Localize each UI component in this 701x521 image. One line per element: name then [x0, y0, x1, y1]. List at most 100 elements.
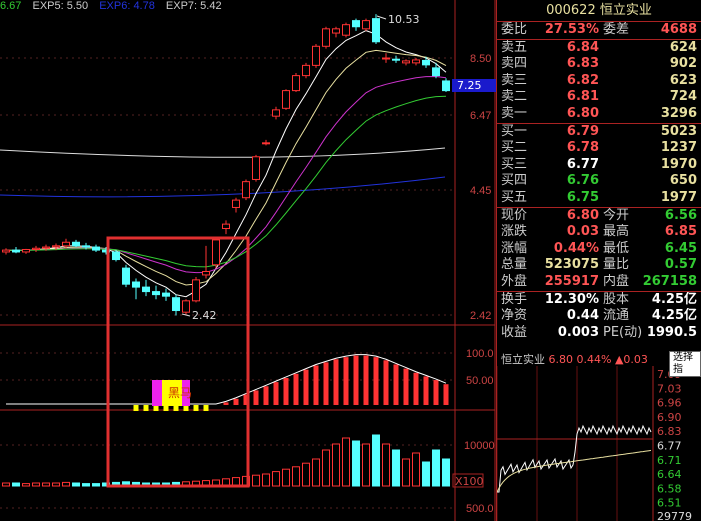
intraday-chart[interactable]: 7.097.036.966.906.836.776.716.646.586.51…	[497, 352, 701, 521]
candle	[422, 56, 430, 68]
indicator-bar	[173, 405, 179, 411]
candle	[162, 288, 170, 301]
quote-cell	[599, 89, 641, 106]
quote-cell: 1990.5	[646, 324, 697, 340]
quote-cell: 外盘	[501, 273, 528, 289]
quote-cell: 买四	[501, 173, 528, 189]
candle	[62, 238, 70, 249]
volume-bar	[42, 482, 50, 487]
candle-body	[302, 64, 310, 77]
quote-cell	[599, 140, 641, 157]
quote-cell: 1237	[660, 140, 697, 156]
indicator-line	[6, 354, 447, 405]
candle	[302, 62, 310, 79]
candle	[272, 106, 280, 120]
volume-bar	[422, 461, 430, 487]
volume-bar	[62, 481, 70, 487]
indicator-bar	[413, 372, 419, 405]
candle	[52, 243, 60, 251]
quote-cell: 6.80	[566, 105, 599, 121]
candle	[242, 179, 250, 201]
candle	[72, 239, 80, 248]
intraday-volume: 29779	[657, 510, 692, 521]
candle-body	[442, 80, 450, 92]
quote-cell: 255917	[544, 273, 599, 289]
candle-body	[422, 59, 430, 66]
signal-marker: 黑马	[152, 380, 192, 406]
volume-bar	[272, 471, 280, 487]
candle-body	[262, 142, 270, 145]
candle	[292, 73, 300, 93]
candle	[222, 220, 230, 235]
quote-cell: 最低	[603, 240, 630, 256]
quote-cell: 5023	[660, 123, 697, 139]
volume-unit-box	[452, 473, 484, 488]
quote-cell: 换手	[501, 291, 528, 307]
candle-body	[62, 241, 70, 247]
quote-cell: 12.30%	[544, 291, 599, 307]
quote-cell	[599, 173, 641, 190]
candle-body	[382, 57, 390, 60]
candle	[322, 26, 330, 49]
quote-cell: 267158	[642, 273, 697, 289]
volume-bar	[312, 458, 320, 487]
volume-bar	[362, 443, 370, 487]
volume-bar	[92, 483, 100, 487]
quote-row: 卖三 6.82 623	[497, 73, 701, 90]
quote-row: 外盘 255917 内盘 267158	[497, 274, 701, 291]
volume-bar	[262, 473, 270, 487]
candle-body	[392, 58, 400, 61]
quote-cell: 收益(三)	[501, 324, 528, 340]
volume-bar	[382, 443, 390, 487]
indicator-header: 6.67 EXP5: 5.50 EXP6: 4.78 EXP7: 5.42	[0, 0, 230, 12]
quote-cell	[599, 190, 641, 207]
weicha-value: 4688	[660, 22, 697, 37]
candle-body	[82, 245, 90, 248]
quote-cell: 6.78	[566, 140, 599, 156]
weibi-row: 委比 27.53% 委差 4688	[497, 22, 701, 39]
volume-tick: 10000	[464, 440, 495, 452]
quote-row: 买二 6.78 1237	[497, 140, 701, 157]
kline-chart[interactable]: 黑马 8.50 6.47 4.45 2.42 100.0 50.00 10000…	[0, 0, 496, 521]
quote-row: 卖四 6.83 902	[497, 56, 701, 73]
quote-cell: 现价	[501, 207, 528, 223]
ema-line-10	[5, 49, 447, 286]
intraday-tick: 6.71	[657, 454, 682, 467]
candle-body	[322, 28, 330, 47]
quote-cell: 1977	[660, 189, 697, 205]
indicator-bar	[303, 369, 309, 405]
candle-body	[232, 199, 240, 208]
candle-body	[32, 247, 40, 250]
quote-cell	[599, 56, 641, 73]
exp5-value: EXP5: 5.50	[32, 0, 89, 12]
quote-row: 买五 6.75 1977	[497, 190, 701, 207]
intraday-tick: 6.58	[657, 482, 682, 495]
quote-cell: 6.80	[566, 207, 599, 223]
candle-body	[272, 109, 280, 117]
indicator-bar	[443, 384, 449, 405]
quote-cell: 6.81	[566, 89, 599, 105]
volume-bar	[72, 482, 80, 487]
indicator-bar	[333, 359, 339, 405]
candle	[212, 236, 220, 269]
candle-body	[12, 249, 20, 253]
ema-line-5	[5, 30, 447, 298]
quote-row: 涨跌 0.03 最高 6.85	[497, 224, 701, 241]
candle-body	[412, 59, 420, 64]
candle-body	[142, 286, 150, 293]
candle-body	[212, 239, 220, 266]
weibi-label: 委比	[501, 22, 528, 37]
fundamentals: 换手12.30%股本4.25亿净资0.44流通4.25亿收益(三)0.003PE…	[497, 290, 701, 342]
volume-bar	[392, 449, 400, 487]
quote-cell: 内盘	[603, 273, 630, 289]
indicator-bar	[143, 405, 149, 411]
indicator-bar	[193, 405, 199, 411]
quote-cell: 6.45	[664, 240, 697, 256]
quote-row: 买一 6.79 5023	[497, 124, 701, 141]
candle	[252, 154, 260, 182]
stock-title: 000622 恒立实业	[497, 0, 701, 22]
price-tick: 6.47	[470, 110, 491, 122]
volume-bar	[282, 468, 290, 487]
quote-cell	[599, 106, 641, 123]
